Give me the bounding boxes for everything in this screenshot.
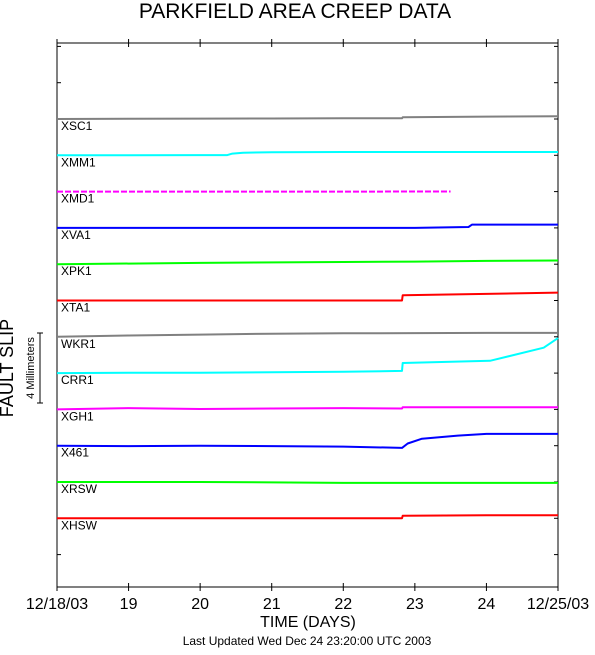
series-label-xmd1: XMD1 [61,192,95,206]
series-label-crr1: CRR1 [61,373,94,387]
x-tick-label: 21 [263,596,281,613]
series-line-xva1 [57,225,558,228]
last-updated-footer: Last Updated Wed Dec 24 23:20:00 UTC 200… [183,634,432,648]
series-line-xhsw [57,515,558,518]
series-label-xgh1: XGH1 [61,409,94,423]
series-label-xmm1: XMM1 [61,155,96,169]
series-label-xva1: XVA1 [61,228,91,242]
plot-frame [57,43,558,587]
series-line-xgh1 [57,407,558,409]
series-line-xsc1 [57,116,558,119]
series-labels: XSC1 XMM1 XMD1 XVA1 XPK1 XTA1 WKR1 CRR1 XGH1 X461… [61,119,98,532]
right-ticks [554,46,558,554]
x-tick-label: 12/25/03 [527,596,589,613]
chart-title: PARKFIELD AREA CREEP DATA [139,0,451,23]
series-label-x461: X461 [61,446,89,460]
series-line-crr1 [57,338,558,373]
x-tick-label: 19 [120,596,138,613]
series-group [57,116,558,518]
series-label-xrsw: XRSW [61,482,98,496]
series-label-xpk1: XPK1 [61,264,92,278]
y-axis-label: FAULT SLIP [0,319,17,417]
x-tick-label: 23 [406,596,424,613]
series-line-x461 [57,434,558,448]
x-tick-label: 20 [191,596,209,613]
x-tick-labels: 12/18/03 19 20 21 22 23 24 12/25/03 [26,596,589,613]
series-line-wkr1 [57,333,558,337]
scale-bar-label: 4 Millimeters [25,337,37,399]
series-label-xsc1: XSC1 [61,119,93,133]
series-line-xmm1 [57,152,558,155]
series-line-xta1 [57,293,558,301]
x-axis-label: TIME (DAYS) [260,614,356,631]
series-line-xrsw [57,482,558,483]
series-label-xta1: XTA1 [61,301,90,315]
x-tick-label: 24 [478,596,496,613]
series-label-wkr1: WKR1 [61,337,96,351]
x-tick-label: 22 [334,596,352,613]
x-tick-label: 12/18/03 [26,596,88,613]
series-label-xhsw: XHSW [61,518,98,532]
series-line-xpk1 [57,261,558,265]
